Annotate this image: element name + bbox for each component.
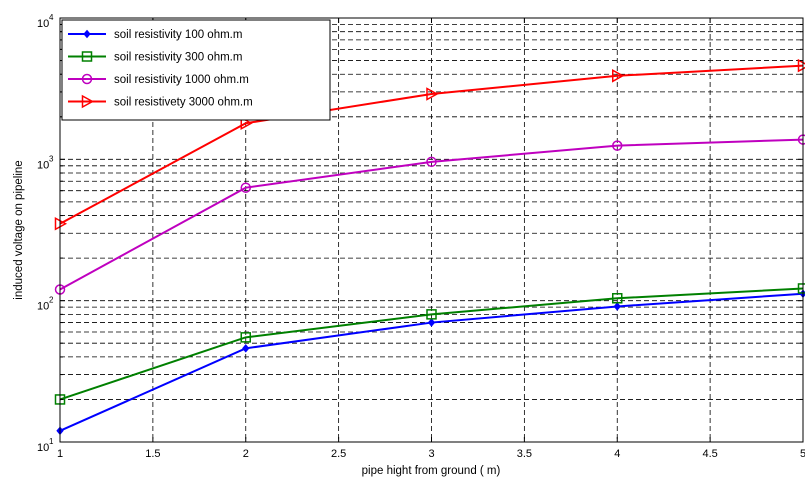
legend-item: soil resistivity 300 ohm.m	[68, 51, 242, 64]
x-tick-label: 3.5	[517, 448, 532, 460]
legend-box	[61, 19, 331, 121]
diamond-marker	[242, 344, 250, 353]
x-tick-label: 1	[57, 448, 63, 460]
square-marker	[240, 332, 251, 343]
legend-label: soil resistivety 3000 ohm.m	[114, 97, 253, 109]
circle-marker	[426, 156, 437, 168]
square-marker	[426, 309, 437, 320]
x-tick-label: 3	[428, 448, 434, 460]
x-tick-label: 2	[243, 448, 249, 460]
y-tick-exponent: 4	[49, 13, 54, 22]
x-tick-label: 4.5	[702, 448, 717, 460]
circle-marker	[240, 182, 251, 193]
series-group	[54, 58, 805, 436]
y-tick-label: 102	[37, 296, 54, 313]
y-tick-label: 101	[37, 437, 54, 454]
x-tick-label: 1.5	[145, 448, 160, 460]
x-tick-label: 2.5	[331, 448, 346, 460]
circle-marker	[612, 140, 623, 151]
series-line	[59, 287, 804, 401]
x-tick-label: 5	[800, 448, 805, 460]
y-tick-base: 10	[37, 159, 49, 171]
y-tick-exponent: 2	[49, 296, 54, 305]
x-tick-label: 4	[614, 448, 620, 460]
series-line	[59, 64, 804, 225]
triangle-marker	[426, 87, 439, 101]
y-tick-label: 103	[37, 154, 54, 171]
triangle-marker	[612, 69, 625, 83]
square-marker	[81, 51, 93, 62]
legend-item: soil resistivity 1000 ohm.m	[68, 73, 249, 86]
legend-item: soil resistivity 100 ohm.m	[68, 29, 242, 41]
legend-label: soil resistivity 100 ohm.m	[114, 29, 242, 41]
y-tick-base: 10	[37, 442, 49, 454]
y-axis-label: induced voltage on pipeline	[13, 160, 25, 299]
y-tick-exponent: 1	[49, 437, 54, 446]
triangle-marker	[81, 94, 95, 109]
y-tick-base: 10	[37, 18, 49, 30]
series-line	[59, 138, 804, 291]
triangle-marker	[240, 116, 253, 131]
legend-label: soil resistivity 1000 ohm.m	[114, 74, 249, 86]
diamond-marker	[83, 29, 91, 39]
diamond-marker	[613, 302, 621, 311]
x-axis-label: pipe hight from ground ( m)	[362, 465, 501, 477]
y-tick-exponent: 3	[49, 154, 54, 163]
circle-marker	[81, 73, 93, 85]
legend-item: soil resistivety 3000 ohm.m	[68, 94, 253, 109]
diamond-marker	[427, 318, 436, 327]
y-tick-label: 104	[37, 13, 54, 30]
y-tick-base: 10	[37, 301, 49, 313]
legend-label: soil resistivity 300 ohm.m	[114, 52, 242, 64]
legend: soil resistivity 100 ohm.m soil resistivi…	[61, 19, 331, 121]
square-marker	[612, 293, 623, 304]
